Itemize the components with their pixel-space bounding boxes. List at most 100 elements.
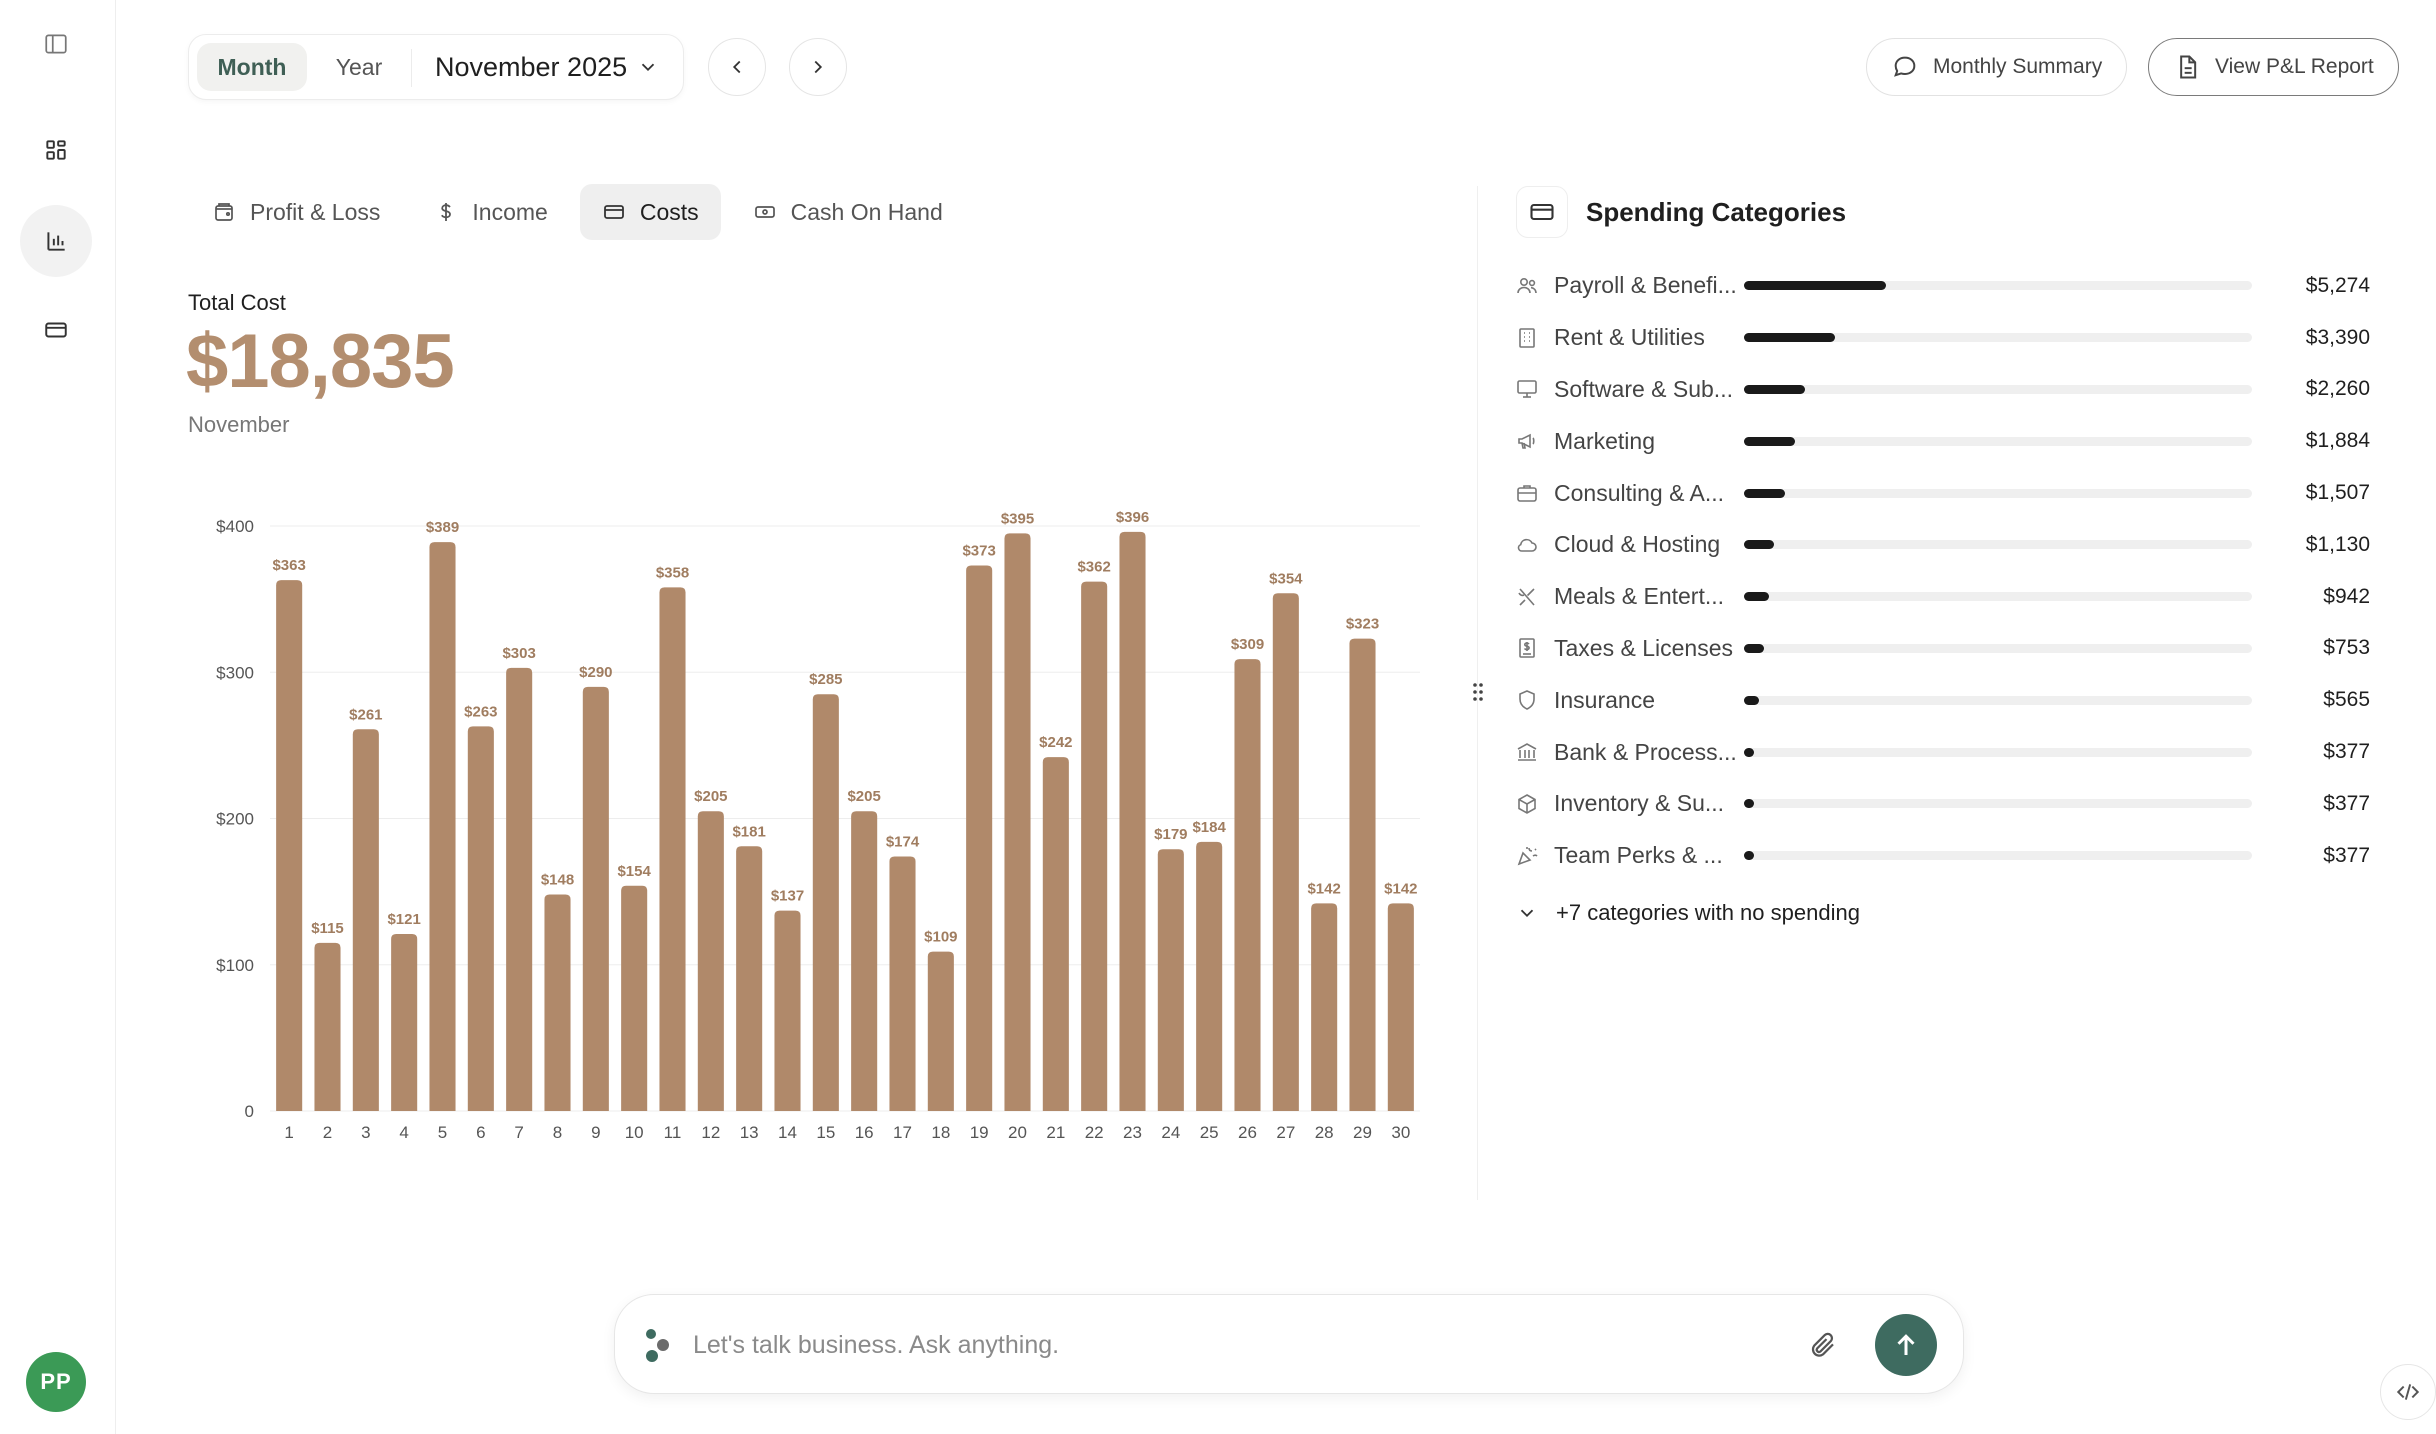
category-bar-track — [1744, 384, 2252, 394]
ask-input[interactable] — [693, 1319, 1693, 1371]
x-tick-label: 21 — [1046, 1123, 1065, 1140]
bar-data-label: $354 — [1269, 570, 1303, 587]
bar[interactable] — [429, 542, 456, 1111]
bar[interactable] — [851, 811, 878, 1111]
bar[interactable] — [1349, 638, 1376, 1111]
tab-income[interactable]: Income — [412, 184, 569, 240]
category-name: Software & Sub... — [1554, 375, 1733, 402]
spending-category-row[interactable]: Team Perks & ... $377 — [1514, 830, 2370, 882]
spending-categories-list: Payroll & Benefi... $5,274 Rent & Utilitie… — [1514, 260, 2370, 882]
monitor-icon — [1517, 380, 1537, 399]
view-pl-report-button[interactable]: View P&L Report — [2148, 38, 2399, 96]
bar[interactable] — [736, 846, 763, 1111]
spending-category-row[interactable]: Bank & Process... $377 — [1514, 726, 2370, 778]
daily-costs-chart: 0 $100 $200 $300 $400 $363 1 $115 2 $261 3 $121 4 $38… — [216, 509, 1420, 1140]
bar[interactable] — [697, 811, 724, 1111]
bar[interactable] — [966, 565, 993, 1111]
bar-data-label: $285 — [809, 671, 842, 688]
bar-data-label: $358 — [656, 564, 689, 581]
bar[interactable] — [1157, 849, 1184, 1111]
spending-category-row[interactable]: Meals & Entert... $942 — [1514, 571, 2370, 623]
bar-data-label: $121 — [387, 911, 420, 928]
category-icon-wrap — [1514, 273, 1540, 299]
bar[interactable] — [889, 856, 916, 1111]
resize-handle[interactable] — [1468, 674, 1488, 710]
avatar[interactable]: PP — [26, 1352, 86, 1412]
period-dropdown[interactable]: November 2025 — [419, 43, 675, 91]
bar[interactable] — [1311, 903, 1338, 1111]
tab-cash-on-hand[interactable]: Cash On Hand — [731, 184, 965, 240]
spending-category-row[interactable]: Software & Sub... $2,260 — [1514, 364, 2370, 416]
card-icon — [1530, 203, 1554, 221]
next-period-button[interactable] — [789, 38, 847, 96]
category-amount: $377 — [2323, 843, 2370, 867]
bar[interactable] — [1119, 531, 1146, 1111]
bar[interactable] — [659, 587, 686, 1111]
more-categories-toggle[interactable]: +7 categories with no spending — [1516, 900, 1860, 926]
developer-tools-button[interactable] — [2380, 1364, 2436, 1420]
bar[interactable] — [582, 686, 609, 1111]
spending-category-row[interactable]: Rent & Utilities $3,390 — [1514, 312, 2370, 364]
bar[interactable] — [314, 942, 341, 1111]
bar[interactable] — [1196, 841, 1223, 1111]
category-bar-fill — [1744, 799, 1755, 809]
chevron-right-icon — [814, 60, 823, 74]
bar[interactable] — [621, 885, 648, 1111]
monthly-summary-button[interactable]: Monthly Summary — [1866, 38, 2128, 96]
x-tick-label: 27 — [1276, 1123, 1295, 1140]
send-button[interactable] — [1875, 1314, 1937, 1376]
spending-category-row[interactable]: Consulting & A... $1,507 — [1514, 467, 2370, 519]
bar[interactable] — [927, 951, 954, 1111]
spending-category-row[interactable]: Cloud & Hosting $1,130 — [1514, 519, 2370, 571]
box-icon — [1518, 793, 1536, 814]
spending-category-row[interactable]: Inventory & Su... $377 — [1514, 778, 2370, 830]
year-toggle[interactable]: Year — [335, 53, 383, 80]
sidebar-item-cards[interactable] — [20, 294, 92, 366]
spending-category-row[interactable]: Marketing $1,884 — [1514, 415, 2370, 467]
spending-category-row[interactable]: Insurance $565 — [1514, 674, 2370, 726]
category-bar-fill — [1744, 488, 1785, 498]
x-tick-label: 26 — [1238, 1123, 1257, 1140]
sidebar-item-dashboard[interactable] — [20, 114, 92, 186]
attach-button[interactable] — [1805, 1327, 1841, 1363]
bar[interactable] — [812, 694, 839, 1111]
tab-profit-loss[interactable]: Profit & Loss — [190, 184, 402, 240]
bar[interactable] — [467, 726, 494, 1111]
bar[interactable] — [544, 894, 571, 1111]
bar[interactable] — [1234, 659, 1261, 1111]
kpi-value: $18,835 — [186, 319, 455, 404]
bar[interactable] — [1272, 593, 1299, 1111]
category-amount: $2,260 — [2305, 377, 2370, 401]
sidebar-item-reports[interactable] — [20, 205, 92, 277]
spending-category-row[interactable]: Payroll & Benefi... $5,274 — [1514, 260, 2370, 312]
bar-data-label: $263 — [464, 703, 497, 720]
bar[interactable] — [1387, 903, 1414, 1111]
arrow-up-icon — [1897, 1334, 1915, 1355]
bar[interactable] — [391, 934, 418, 1111]
previous-period-button[interactable] — [708, 38, 766, 96]
bar-data-label: $323 — [1346, 616, 1379, 633]
bar[interactable] — [1042, 757, 1069, 1111]
tab-costs[interactable]: Costs — [579, 184, 721, 240]
x-tick-label: 19 — [970, 1123, 989, 1140]
bar-data-label: $261 — [349, 706, 382, 723]
bar[interactable] — [506, 667, 533, 1111]
category-name: Meals & Entert... — [1554, 583, 1725, 610]
bar[interactable] — [352, 729, 379, 1111]
bar[interactable] — [774, 910, 801, 1111]
category-amount: $1,130 — [2305, 532, 2370, 556]
spending-category-row[interactable]: Taxes & Licenses $753 — [1514, 623, 2370, 675]
month-toggle[interactable]: Month — [197, 43, 307, 91]
cash-icon — [754, 206, 775, 218]
bar[interactable] — [276, 580, 303, 1111]
category-icon-wrap — [1514, 687, 1540, 713]
category-name: Bank & Process... — [1554, 738, 1737, 765]
bar-data-label: $115 — [311, 920, 344, 937]
ask-bar — [614, 1294, 1964, 1394]
category-bar-fill — [1744, 384, 1805, 394]
x-tick-label: 13 — [740, 1123, 759, 1140]
category-name: Taxes & Licenses — [1554, 634, 1733, 661]
bar[interactable] — [1081, 581, 1108, 1111]
bar[interactable] — [1004, 533, 1031, 1111]
panel-toggle-button[interactable] — [20, 8, 92, 80]
